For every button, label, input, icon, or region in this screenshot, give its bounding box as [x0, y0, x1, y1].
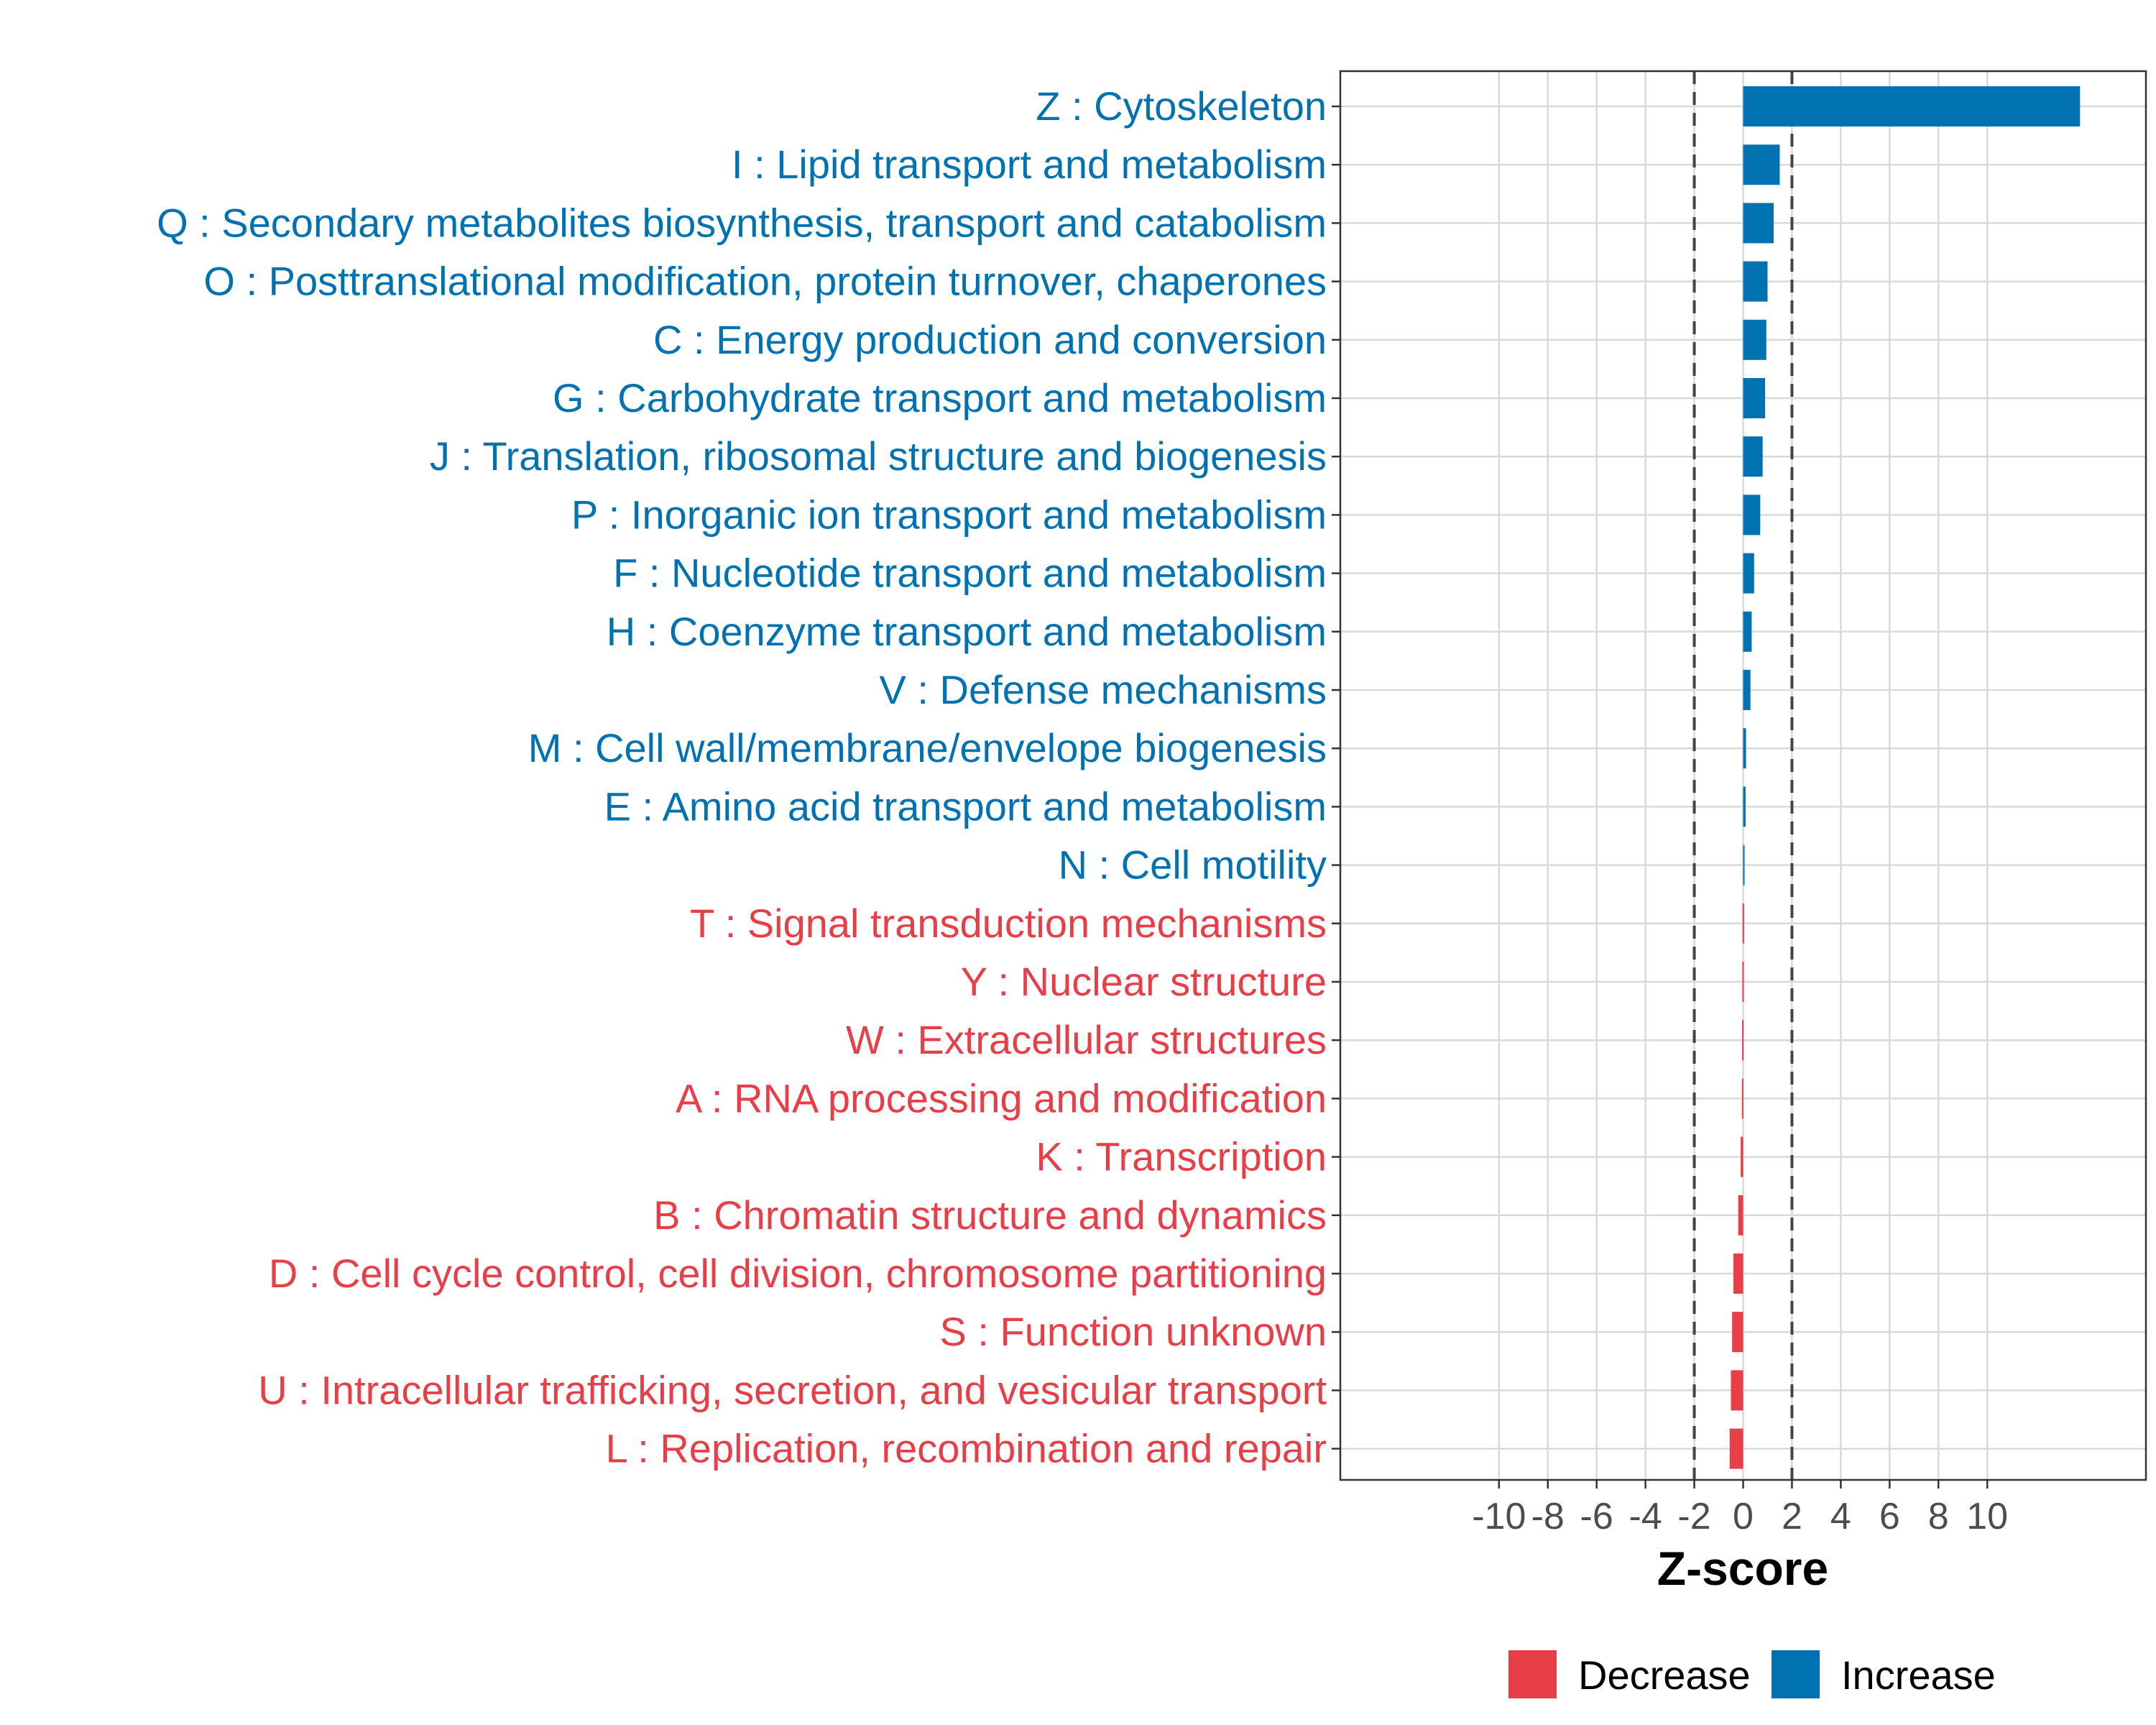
- bar: [1741, 1078, 1743, 1119]
- category-label: A : RNA processing and modification: [676, 1075, 1327, 1121]
- bar: [1729, 1428, 1743, 1469]
- x-tick-label: -6: [1580, 1496, 1613, 1537]
- bar: [1743, 319, 1766, 360]
- bars: [1729, 86, 2081, 1469]
- x-tick-label: 6: [1879, 1496, 1900, 1537]
- category-label: V : Defense mechanisms: [880, 667, 1327, 712]
- bar: [1742, 962, 1744, 1002]
- legend-key-increase: [1772, 1650, 1820, 1698]
- category-label: M : Cell wall/membrane/envelope biogenes…: [528, 725, 1327, 770]
- bar: [1743, 845, 1745, 886]
- category-label: G : Carbohydrate transport and metabolis…: [553, 375, 1327, 420]
- legend-label-decrease: Decrease: [1578, 1652, 1751, 1698]
- category-label: U : Intracellular trafficking, secretion…: [258, 1367, 1327, 1412]
- x-axis-ticks: -10 -8 -6 -4 -2 0 2 4 6 8 10: [1472, 1480, 2008, 1537]
- category-label: B : Chromatin structure and dynamics: [653, 1192, 1327, 1238]
- category-label: J : Translation, ribosomal structure and…: [430, 433, 1327, 479]
- bar: [1743, 553, 1754, 594]
- category-label: C : Energy production and conversion: [653, 317, 1327, 362]
- bar: [1743, 261, 1768, 302]
- x-tick-label: 10: [1966, 1496, 2008, 1537]
- legend-label-increase: Increase: [1841, 1652, 1996, 1698]
- x-tick-label: 2: [1782, 1496, 1802, 1537]
- category-label: P : Inorganic ion transport and metaboli…: [571, 492, 1327, 537]
- x-tick-label: 0: [1733, 1496, 1754, 1537]
- x-tick-label: -4: [1628, 1496, 1662, 1537]
- category-label: I : Lipid transport and metabolism: [732, 142, 1327, 187]
- bar: [1741, 1136, 1743, 1177]
- bar: [1732, 1312, 1743, 1353]
- legend: Decrease Increase: [1508, 1650, 1996, 1698]
- bar: [1743, 436, 1763, 477]
- bar: [1743, 203, 1774, 244]
- threshold-lines: [1692, 71, 1794, 1480]
- category-label: Y : Nuclear structure: [961, 959, 1327, 1004]
- bar: [1743, 728, 1746, 769]
- legend-key-decrease: [1508, 1650, 1557, 1698]
- bar: [1742, 903, 1744, 944]
- category-label: S : Function unknown: [939, 1309, 1327, 1354]
- x-tick-label: 8: [1928, 1496, 1949, 1537]
- bar: [1738, 1195, 1743, 1236]
- bar: [1743, 786, 1746, 827]
- bar: [1733, 1254, 1743, 1294]
- x-tick-label: -2: [1677, 1496, 1710, 1537]
- category-label: K : Transcription: [1036, 1134, 1327, 1179]
- category-label: H : Coenzyme transport and metabolism: [607, 609, 1327, 654]
- bar: [1742, 1020, 1744, 1061]
- bar: [1743, 378, 1766, 418]
- bar: [1731, 1370, 1743, 1411]
- category-label: W : Extracellular structures: [846, 1017, 1327, 1062]
- category-label: Z : Cytoskeleton: [1036, 83, 1327, 129]
- x-tick-label: 4: [1830, 1496, 1851, 1537]
- bar: [1743, 86, 2081, 126]
- category-label: E : Amino acid transport and metabolism: [604, 783, 1327, 829]
- bar: [1743, 670, 1751, 710]
- x-tick-label: -10: [1472, 1496, 1526, 1537]
- category-label: Q : Secondary metabolites biosynthesis, …: [157, 200, 1327, 245]
- x-axis-title: Z-score: [1657, 1542, 1828, 1595]
- category-label: D : Cell cycle control, cell division, c…: [269, 1251, 1327, 1296]
- category-label: L : Replication, recombination and repai…: [606, 1426, 1327, 1471]
- category-label: N : Cell motility: [1059, 842, 1327, 888]
- x-tick-label: -8: [1531, 1496, 1565, 1537]
- bar: [1743, 611, 1752, 652]
- category-label: O : Posttranslational modification, prot…: [203, 259, 1327, 304]
- bar: [1743, 494, 1761, 535]
- category-label: T : Signal transduction mechanisms: [690, 901, 1327, 946]
- bar: [1743, 144, 1780, 185]
- category-label: F : Nucleotide transport and metabolism: [613, 551, 1327, 596]
- category-labels: Z : Cytoskeleton I : Lipid transport and …: [157, 83, 1340, 1471]
